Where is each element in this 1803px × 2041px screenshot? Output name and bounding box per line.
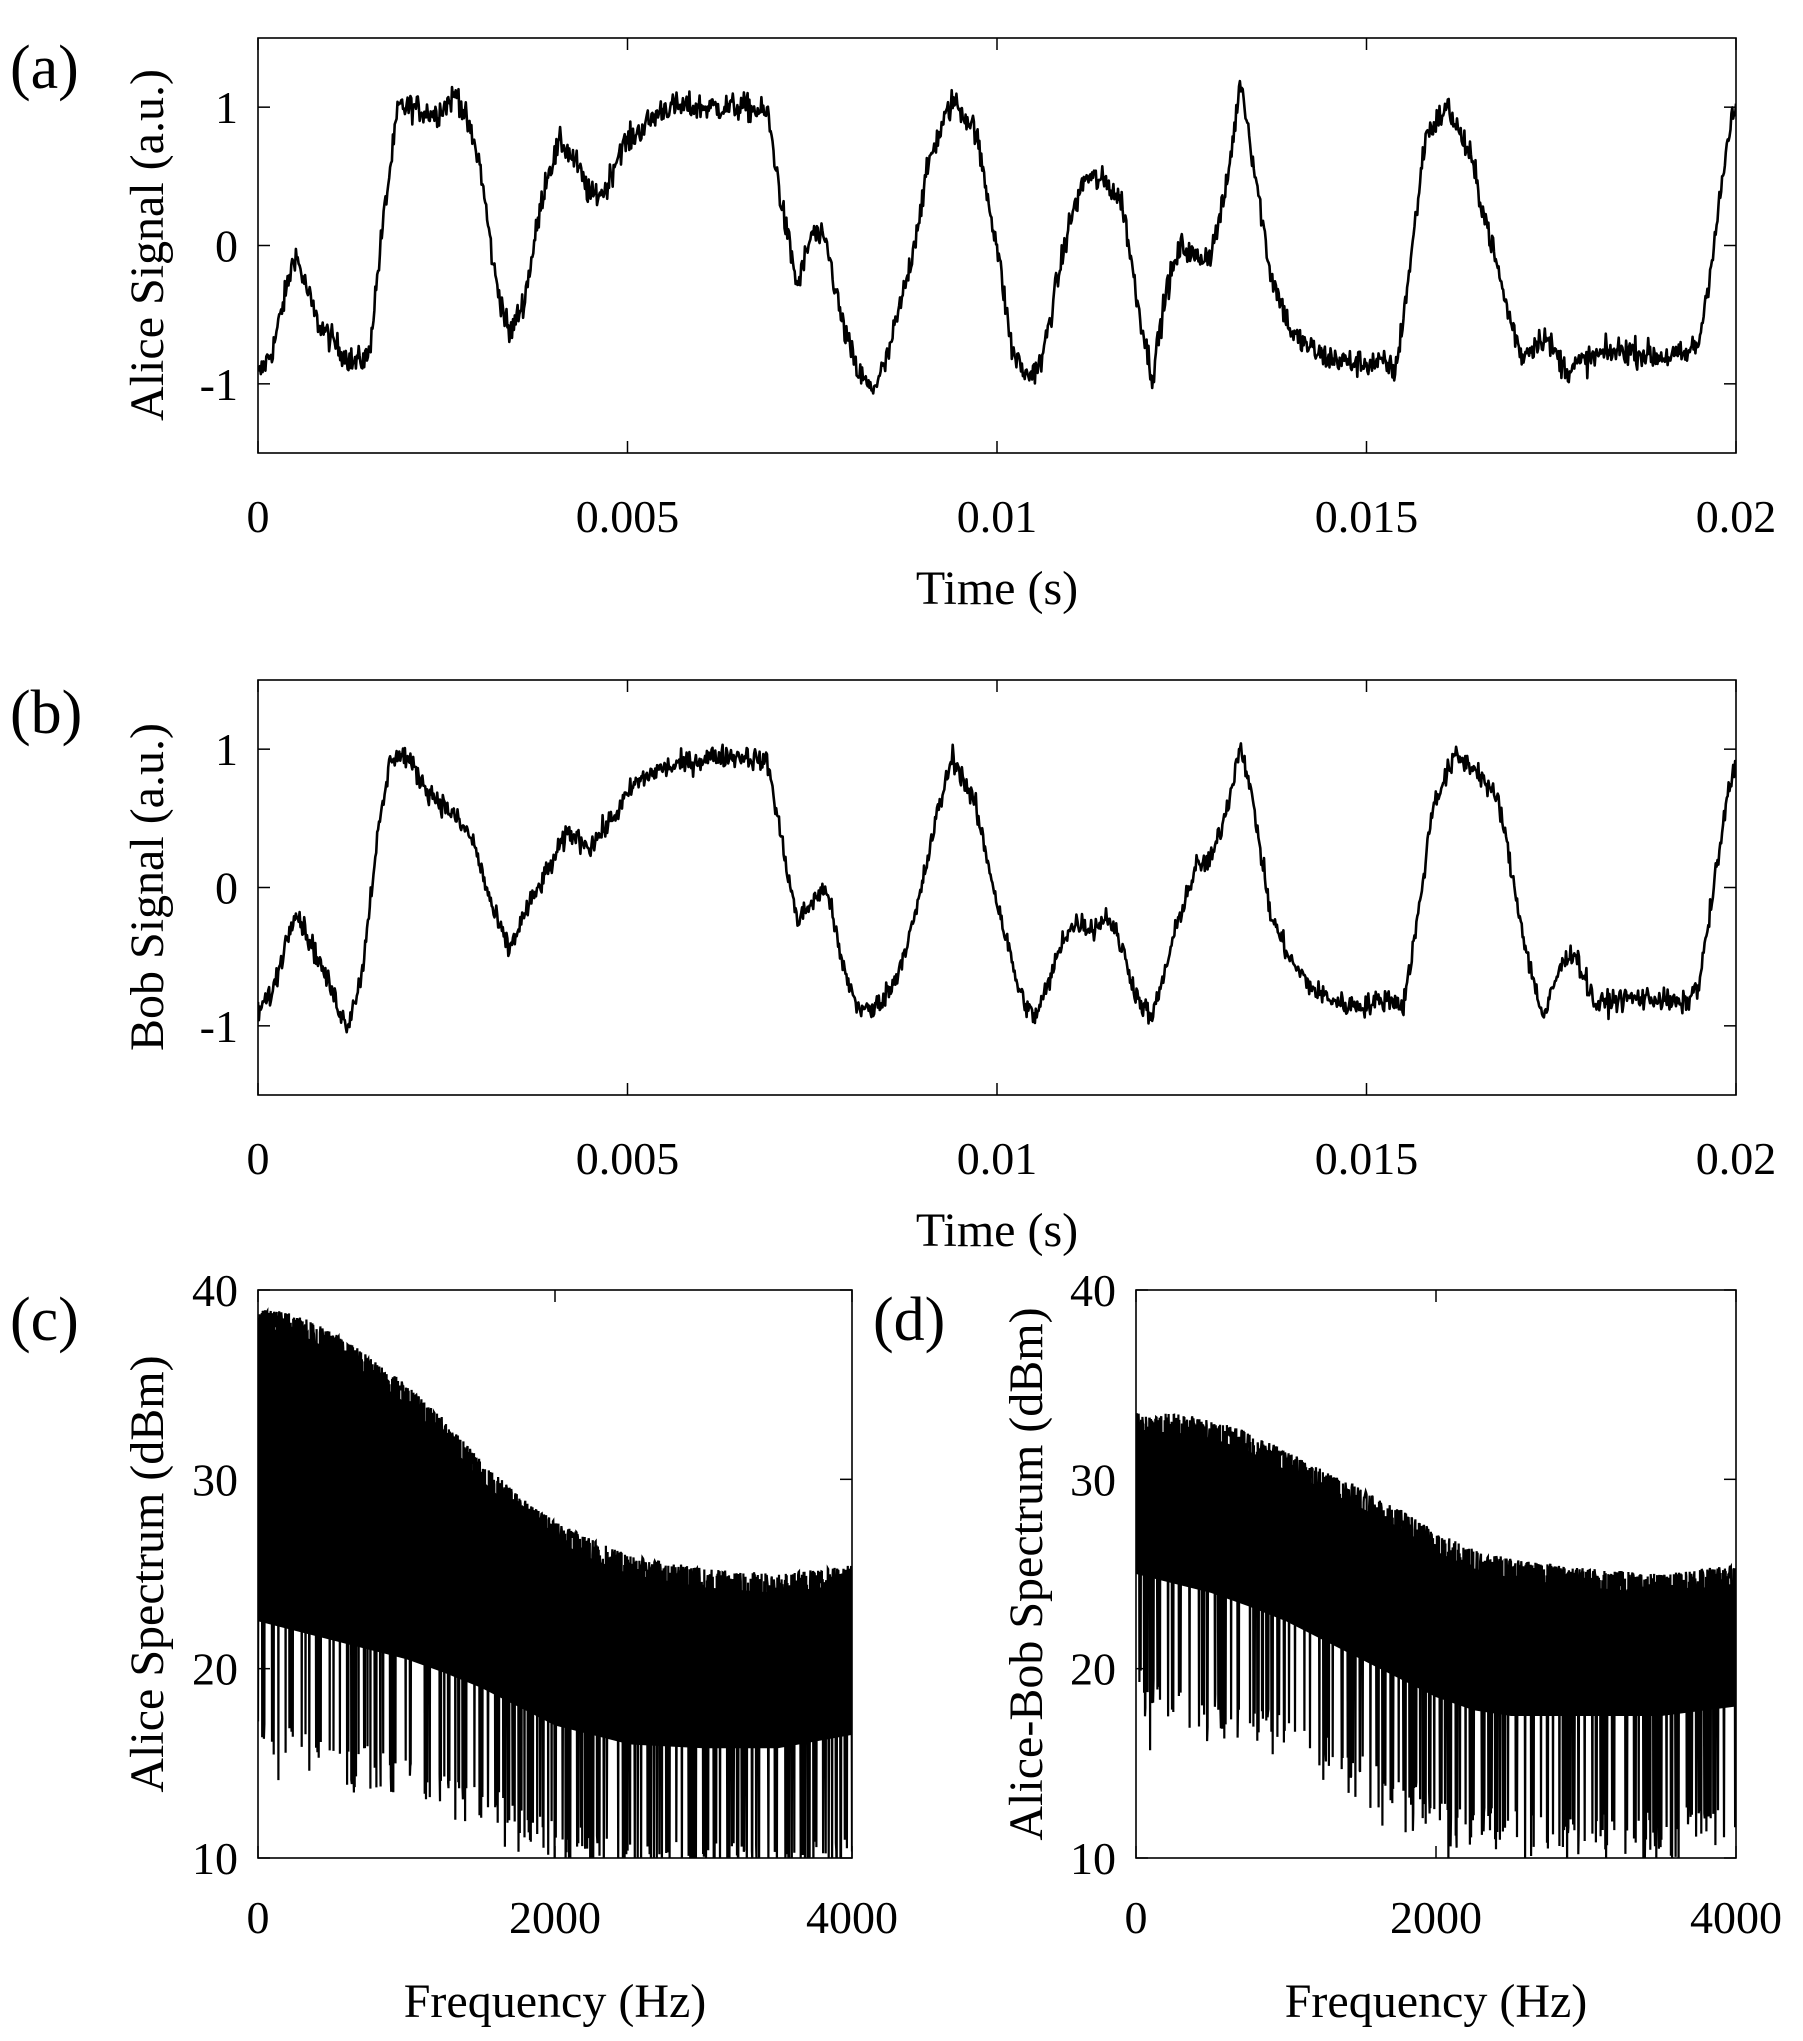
y-tick-label-c: 10: [192, 1833, 238, 1884]
panel-label-c: (c): [10, 1286, 79, 1354]
y-tick-label-d: 30: [1070, 1454, 1116, 1505]
y-tick-label-b: 0: [215, 863, 238, 914]
panel-label-d: (d): [873, 1286, 945, 1354]
plot-area-d: [1136, 1413, 1736, 1858]
plot-area-c: [258, 1307, 852, 1858]
panel-label-b: (b): [10, 679, 82, 747]
y-tick-label-b: -1: [200, 1001, 238, 1052]
spectrum-line-d: [1136, 1413, 1736, 1858]
x-tick-label-d: 2000: [1390, 1892, 1482, 1943]
panel-c: 0 2000 4000 10 20 30 40 Frequency (Hz) Alice Spe…: [10, 1265, 898, 2028]
x-tick-label-c: 4000: [806, 1892, 898, 1943]
x-tick-label-d: 4000: [1690, 1892, 1782, 1943]
panel-b: 0 0.005 0.01 0.015 0.02 -1 0 1 Time (s) Bob Signa…: [10, 679, 1776, 1257]
y-axis-label-b: Bob Signal (a.u.): [121, 723, 174, 1051]
plot-area-b: [258, 742, 1736, 1034]
spectrum-line-c: [258, 1307, 852, 1858]
y-tick-label-d: 20: [1070, 1644, 1116, 1695]
y-tick-label-c: 30: [192, 1454, 238, 1505]
x-tick-label-b: 0.01: [957, 1133, 1038, 1184]
x-tick-label-b: 0: [247, 1133, 270, 1184]
x-axis-label-a: Time (s): [916, 562, 1078, 615]
y-tick-label-a: 1: [215, 82, 238, 133]
y-tick-label-d: 10: [1070, 1833, 1116, 1884]
x-tick-label-d: 0: [1125, 1892, 1148, 1943]
x-axis-label-b: Time (s): [916, 1204, 1078, 1257]
plot-area-a: [258, 79, 1736, 395]
y-tick-label-c: 20: [192, 1644, 238, 1695]
x-tick-label-b: 0.02: [1696, 1133, 1777, 1184]
x-tick-label-c: 2000: [509, 1892, 601, 1943]
x-tick-label-b: 0.005: [576, 1133, 680, 1184]
y-axis-label-c: Alice Spectrum (dBm): [121, 1355, 174, 1792]
y-axis-label-a: Alice Signal (a.u.): [121, 69, 174, 421]
x-tick-label-a: 0: [247, 491, 270, 542]
y-tick-label-a: 0: [215, 221, 238, 272]
y-tick-label-a: -1: [200, 359, 238, 410]
x-tick-label-a: 0.015: [1315, 491, 1419, 542]
x-axis-label-d: Frequency (Hz): [1285, 1975, 1588, 2028]
x-axis-label-c: Frequency (Hz): [404, 1975, 707, 2028]
y-tick-label-c: 40: [192, 1265, 238, 1316]
y-axis-label-d: Alice-Bob Spectrum (dBm): [1000, 1307, 1053, 1840]
x-tick-label-b: 0.015: [1315, 1133, 1419, 1184]
signal-line-a: [258, 79, 1736, 395]
x-tick-label-c: 0: [247, 1892, 270, 1943]
panel-a: 0 0.005 0.01 0.015 0.02 -1 0 1 Time (s) Alice Sig…: [10, 34, 1776, 615]
panel-label-a: (a): [10, 34, 79, 102]
x-tick-label-a: 0.01: [957, 491, 1038, 542]
y-tick-label-b: 1: [215, 724, 238, 775]
y-tick-label-d: 40: [1070, 1265, 1116, 1316]
panel-d: 0 2000 4000 10 20 30 40 Frequency (Hz) Alice-Bob…: [873, 1265, 1782, 2028]
signal-line-b: [258, 742, 1736, 1034]
x-tick-label-a: 0.005: [576, 491, 680, 542]
x-tick-label-a: 0.02: [1696, 491, 1777, 542]
